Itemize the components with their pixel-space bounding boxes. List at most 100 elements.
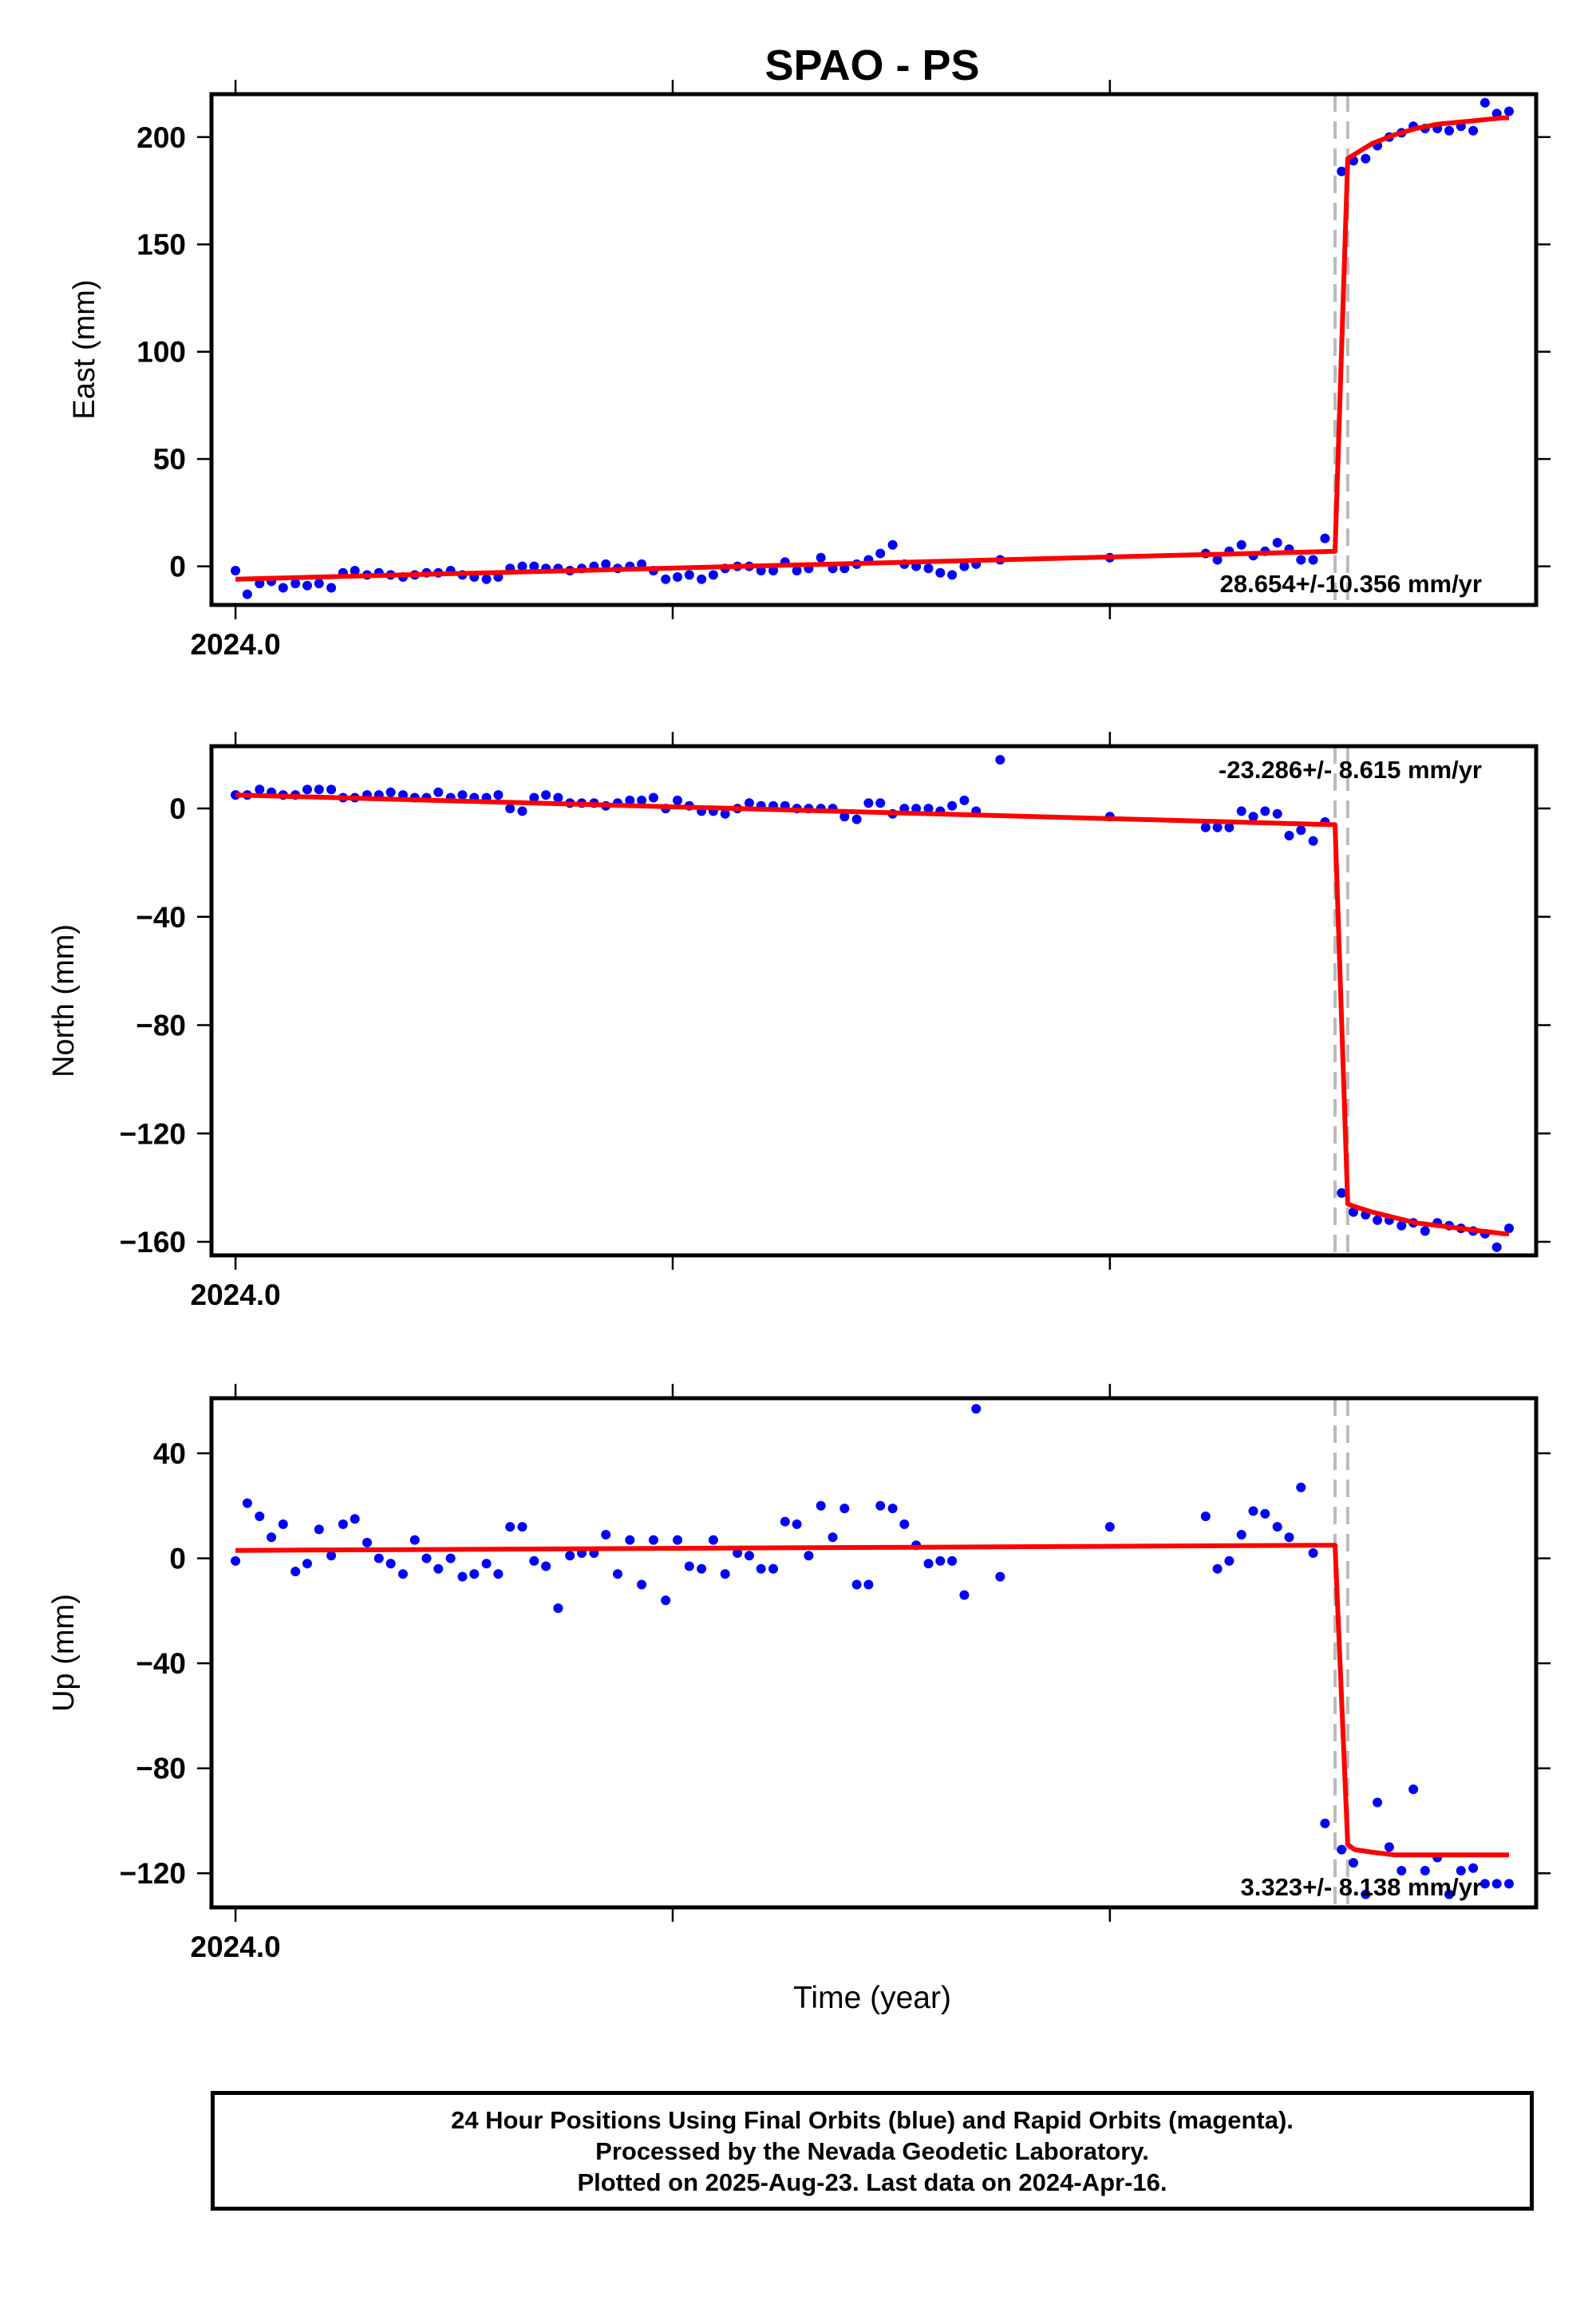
data-point <box>899 1519 910 1529</box>
data-point <box>720 808 730 819</box>
data-point <box>255 1512 265 1521</box>
data-point <box>684 1561 694 1571</box>
data-point <box>863 798 874 808</box>
data-point <box>1260 806 1270 816</box>
data-point <box>625 1535 635 1545</box>
data-point <box>720 1569 730 1579</box>
data-point <box>1104 1522 1115 1532</box>
plot-frame <box>209 92 1539 607</box>
data-point <box>267 1532 277 1543</box>
data-point <box>433 1563 444 1574</box>
y-tick-label: −80 <box>136 1753 186 1785</box>
data-point <box>1236 539 1246 550</box>
data-point <box>1260 1508 1270 1519</box>
data-point <box>744 1551 754 1561</box>
data-point <box>385 1559 396 1569</box>
data-point <box>493 790 504 800</box>
data-point <box>995 1571 1005 1582</box>
data-point <box>804 1551 814 1561</box>
data-point <box>1504 1879 1514 1889</box>
data-point <box>601 1530 611 1539</box>
x-tick-label: 2024.0 <box>191 1931 281 1963</box>
x-tick-label: 2024.0 <box>191 628 281 661</box>
data-point <box>1296 825 1306 836</box>
data-point <box>708 1535 718 1545</box>
data-point <box>637 795 647 805</box>
data-point <box>529 561 539 571</box>
data-point <box>541 1561 551 1571</box>
data-point <box>302 785 312 795</box>
data-point <box>517 1522 527 1532</box>
data-point <box>673 1535 682 1545</box>
data-point <box>935 1555 946 1566</box>
model-fit-line <box>235 115 1509 582</box>
y-tick-label: −40 <box>136 901 186 934</box>
data-point <box>517 561 527 571</box>
data-point <box>684 570 694 580</box>
data-point <box>326 785 337 795</box>
data-point <box>445 1553 456 1563</box>
data-point <box>242 1498 252 1508</box>
panels: 0 50 100 150 200 2024.0 East (mm) 28.654+/-10.3… <box>47 80 1551 1963</box>
data-point <box>1308 836 1318 846</box>
data-point <box>1396 1866 1407 1875</box>
data-point <box>565 1551 575 1561</box>
data-point <box>780 1516 790 1527</box>
data-point <box>350 1514 360 1524</box>
velocity-annotation: 28.654+/-10.356 mm/yr <box>1220 570 1482 598</box>
data-point <box>851 814 862 824</box>
data-point <box>398 1569 408 1579</box>
data-point <box>971 1404 982 1414</box>
data-point <box>613 1569 622 1579</box>
data-point <box>255 579 265 589</box>
data-point <box>457 790 468 800</box>
data-point <box>255 785 265 795</box>
panel-3: 40 0 −40 −80 −120 2024.0 Up (mm) 3.323+/- 8.138… <box>47 1384 1551 1963</box>
y-tick-label: 0 <box>169 792 186 825</box>
data-point <box>290 1567 301 1577</box>
footer-line-2: Processed by the Nevada Geodetic Laborat… <box>595 2136 1149 2165</box>
data-point <box>911 804 922 814</box>
data-point <box>1272 808 1282 819</box>
data-point <box>697 574 707 584</box>
data-point <box>278 583 288 593</box>
data-point <box>1468 125 1479 136</box>
data-point <box>1200 822 1211 832</box>
data-point <box>733 1548 743 1558</box>
data-point <box>1284 831 1294 840</box>
data-point <box>1349 1207 1358 1217</box>
data-point <box>529 1555 539 1566</box>
data-point <box>1361 153 1371 164</box>
data-point <box>768 566 778 575</box>
data-point <box>493 1569 504 1579</box>
model-fit-line <box>235 792 1509 1236</box>
data-point <box>1384 1842 1394 1852</box>
data-point <box>601 559 611 569</box>
data-point <box>1272 538 1282 547</box>
data-point <box>1349 1858 1358 1868</box>
data-point <box>1224 822 1235 832</box>
panel-1: 0 50 100 150 200 2024.0 East (mm) 28.654+/-10.3… <box>68 80 1551 661</box>
data-point <box>1337 1844 1347 1855</box>
data-point <box>744 798 754 808</box>
plot-frame <box>209 744 1539 1258</box>
data-point <box>1296 1482 1306 1492</box>
data-point <box>1420 1866 1430 1875</box>
velocity-annotation: 3.323+/- 8.138 mm/yr <box>1241 1873 1482 1901</box>
data-point <box>481 574 492 584</box>
data-point <box>708 570 718 580</box>
data-point <box>1200 1512 1211 1521</box>
chart-title: SPAO - PS <box>764 41 979 89</box>
data-point <box>314 1524 324 1535</box>
y-tick-label: −80 <box>136 1010 186 1042</box>
data-point <box>421 1553 432 1563</box>
data-point <box>517 806 527 816</box>
data-point <box>338 1519 348 1529</box>
data-point <box>1373 1215 1383 1225</box>
data-point <box>1396 1220 1407 1231</box>
data-point <box>995 755 1005 765</box>
data-point <box>959 795 970 805</box>
data-point <box>1320 533 1330 543</box>
